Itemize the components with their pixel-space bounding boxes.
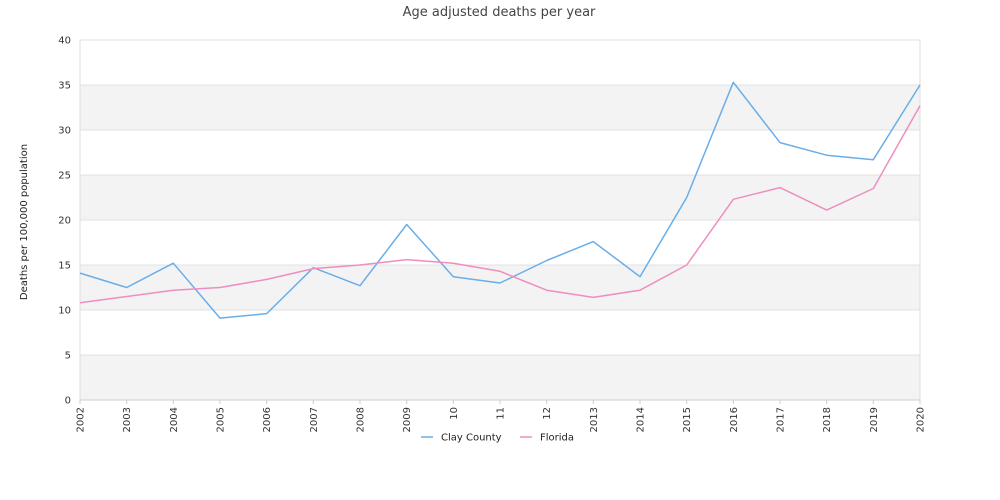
x-tick-label: 2009 <box>402 407 413 432</box>
series-line-clay-county <box>79 81 921 319</box>
x-tick-label: 10 <box>449 407 460 420</box>
grid-band <box>80 130 920 175</box>
y-tick-label: 35 <box>58 81 71 92</box>
x-tick-label: 2013 <box>589 407 600 432</box>
x-tick-label: 12 <box>542 407 553 420</box>
y-tick-label: 20 <box>58 216 71 227</box>
grid-band <box>80 85 920 130</box>
x-tick-label: 2019 <box>869 407 880 432</box>
y-tick-label: 30 <box>58 126 71 137</box>
x-axis-ticks: 2002 2003 2004 2005 2006 2007 2008 2009 10 11 12 20… <box>76 400 927 432</box>
grid-bands <box>80 40 920 400</box>
grid-band <box>80 40 920 85</box>
series-lines <box>79 81 921 319</box>
x-tick-label: 2006 <box>262 407 273 432</box>
y-tick-label: 15 <box>58 261 71 272</box>
chart-title: Age adjusted deaths per year <box>403 5 596 20</box>
x-tick-label: 2020 <box>916 407 927 432</box>
x-tick-label: 2018 <box>822 407 833 432</box>
x-tick-label: 2002 <box>76 407 87 432</box>
y-tick-label: 10 <box>58 306 71 317</box>
x-tick-label: 2007 <box>309 407 320 432</box>
x-tick-label: 2003 <box>122 407 133 432</box>
x-tick-label: 2014 <box>636 407 647 432</box>
legend-label: Florida <box>540 433 574 444</box>
grid-band <box>80 175 920 220</box>
y-tick-label: 40 <box>58 36 71 47</box>
grid-band <box>80 220 920 265</box>
grid-band <box>80 310 920 355</box>
y-tick-label: 0 <box>65 396 71 407</box>
grid-band <box>80 355 920 400</box>
x-tick-label: 2008 <box>356 407 367 432</box>
x-tick-label: 11 <box>496 407 507 420</box>
y-axis-ticks: 0 5 10 15 20 25 30 35 40 <box>58 36 71 407</box>
x-tick-label: 2016 <box>729 407 740 432</box>
x-tick-label: 2015 <box>682 407 693 432</box>
legend-label: Clay County <box>441 433 502 444</box>
series-line-florida <box>79 105 921 304</box>
y-axis-label: Deaths per 100,000 population <box>19 144 30 300</box>
x-tick-label: 2004 <box>169 407 180 432</box>
legend: Clay County Florida <box>421 433 574 444</box>
y-tick-label: 25 <box>58 171 71 182</box>
x-tick-label: 2017 <box>776 407 787 432</box>
y-tick-label: 5 <box>65 351 71 362</box>
x-tick-label: 2005 <box>216 407 227 432</box>
